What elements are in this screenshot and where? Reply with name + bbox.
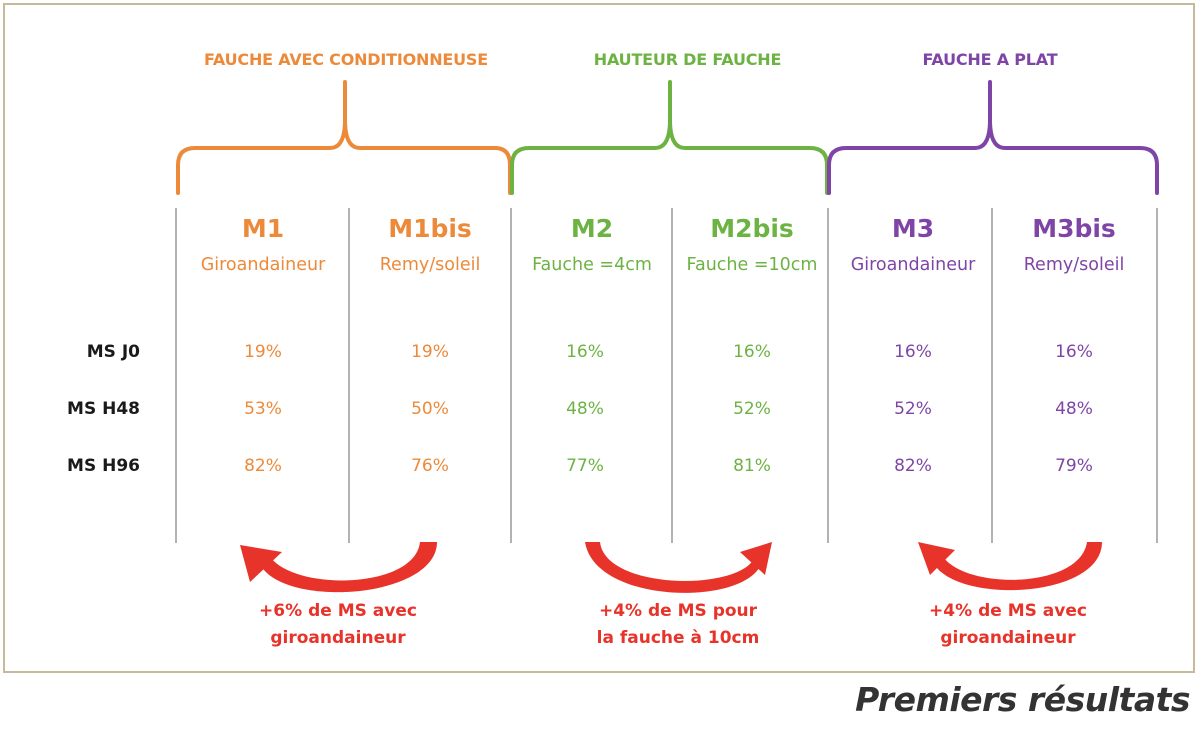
note-line: la fauche à 10cm (596, 628, 760, 648)
column-method-m2bis: Fauche =10cm (686, 255, 818, 275)
column-dividers (175, 208, 1158, 543)
group-title-hauteur: HAUTEUR DE FAUCHE (593, 50, 782, 69)
note-plat: +4% de MS avec giroandaineur (878, 598, 1138, 652)
table-cell: 19% (411, 342, 449, 362)
note-line: giroandaineur (940, 628, 1076, 648)
row-label-ms-h48: MS H48 (67, 399, 140, 419)
table-cell: 48% (1055, 399, 1093, 419)
column-code-m3bis: M3bis (1032, 214, 1116, 243)
group-title-conditionneuse: FAUCHE AVEC CONDITIONNEUSE (204, 50, 488, 69)
column-method-m3: Giroandaineur (850, 255, 976, 275)
note-conditionneuse: +6% de MS avec giroandaineur (208, 598, 468, 652)
column-method-m1bis: Remy/soleil (379, 255, 481, 275)
note-line: +6% de MS avec (259, 601, 417, 621)
arrow-3 (918, 542, 1102, 591)
column-method-m2: Fauche =4cm (532, 255, 652, 275)
row-label-ms-j0: MS J0 (86, 342, 140, 362)
arrow-1 (240, 542, 437, 593)
table-cell: 53% (244, 399, 282, 419)
table-cell: 16% (894, 342, 932, 362)
table-cell: 48% (566, 399, 604, 419)
table-cell: 82% (894, 456, 932, 476)
column-method-m3bis: Remy/soleil (1023, 255, 1125, 275)
brace-purple (827, 80, 1159, 195)
note-line: +4% de MS avec (929, 601, 1087, 621)
table-cell: 76% (411, 456, 449, 476)
column-code-m2: M2 (570, 214, 614, 243)
column-code-m1bis: M1bis (388, 214, 472, 243)
column-method-m1: Giroandaineur (200, 255, 326, 275)
table-cell: 50% (411, 399, 449, 419)
note-hauteur: +4% de MS pour la fauche à 10cm (548, 598, 808, 652)
table-cell: 16% (733, 342, 771, 362)
table-cell: 77% (566, 456, 604, 476)
table-cell: 16% (566, 342, 604, 362)
column-code-m3: M3 (891, 214, 935, 243)
note-line: giroandaineur (270, 628, 406, 648)
arrow-2 (585, 542, 772, 593)
table-cell: 52% (894, 399, 932, 419)
column-code-m1: M1 (241, 214, 285, 243)
table-cell: 79% (1055, 456, 1093, 476)
table-cell: 82% (244, 456, 282, 476)
note-line: +4% de MS pour (598, 601, 758, 621)
brace-orange (176, 80, 512, 195)
column-code-m2bis: M2bis (710, 214, 794, 243)
table-cell: 52% (733, 399, 771, 419)
table-cell: 81% (733, 456, 771, 476)
table-cell: 19% (244, 342, 282, 362)
footer-caption: Premiers résultats (855, 680, 1190, 719)
brace-green (510, 80, 829, 195)
group-title-plat: FAUCHE A PLAT (922, 50, 1058, 69)
row-label-ms-h96: MS H96 (67, 456, 140, 476)
table-cell: 16% (1055, 342, 1093, 362)
